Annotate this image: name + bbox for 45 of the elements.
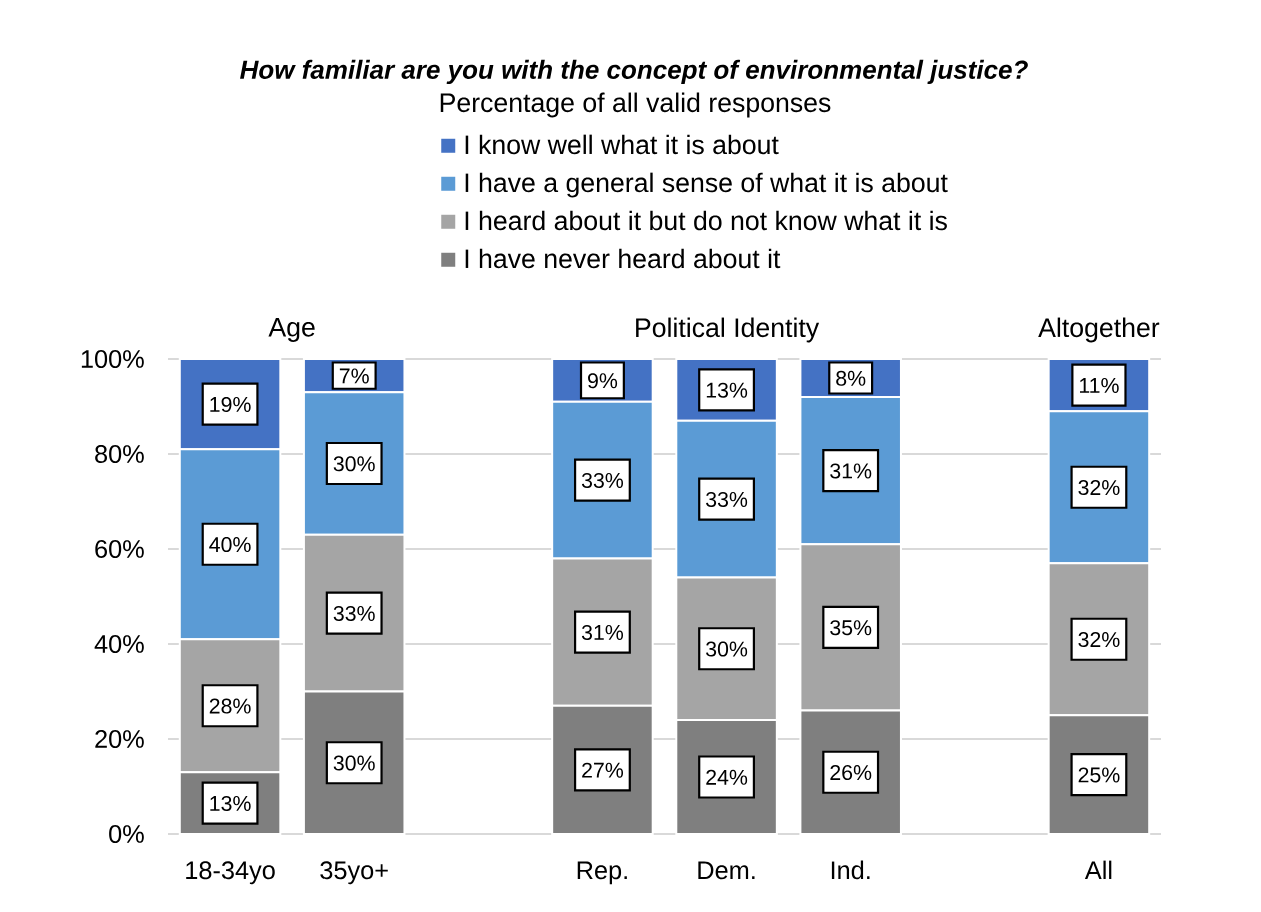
data-label: 35% — [830, 620, 872, 636]
data-label: 13% — [706, 382, 748, 398]
x-tick-label: 35yo+ — [320, 861, 388, 885]
y-tick-label: 100% — [81, 350, 144, 368]
data-label: 33% — [706, 491, 748, 507]
data-label: 40% — [209, 537, 251, 553]
x-tick-label: Rep. — [577, 861, 627, 885]
y-tick-label: 20% — [95, 730, 144, 748]
x-tick-label: All — [1084, 860, 1112, 879]
legend-label: I heard about it but do not know what it is — [465, 210, 947, 231]
data-label: 31% — [581, 624, 624, 640]
data-label: 30% — [333, 755, 375, 771]
x-tick-label: 18-34yo — [186, 861, 275, 885]
y-tick-label: 60% — [95, 540, 144, 558]
data-label: 26% — [830, 765, 872, 781]
x-tick-label: Ind. — [831, 860, 870, 880]
data-label: 7% — [339, 368, 369, 384]
data-label: 30% — [333, 456, 375, 472]
data-label: 31% — [830, 463, 872, 479]
data-label: 32% — [1078, 480, 1120, 496]
data-label: 27% — [582, 762, 624, 778]
data-label: 13% — [210, 795, 251, 811]
text: Age — [268, 318, 315, 342]
text: Altogether — [1038, 317, 1160, 343]
text: Political Identity — [636, 317, 820, 343]
legend-label: I have never heard about it — [465, 248, 781, 269]
data-label: 33% — [581, 472, 624, 488]
x-tick-label: Dem. — [698, 861, 755, 880]
y-tick-label: 80% — [95, 445, 144, 463]
data-label: 19% — [210, 396, 251, 412]
data-label: 9% — [588, 373, 618, 389]
y-tick-label: 40% — [94, 635, 144, 653]
data-label: 32% — [1078, 632, 1120, 648]
chart-title: How familiar are you with the concept of environmental justice? — [240, 59, 1028, 85]
legend-label: I know well what it is about — [465, 134, 779, 155]
y-tick-label: 0% — [109, 825, 144, 843]
data-label: 24% — [706, 769, 748, 785]
legend-label: I have a general sense of what it is about — [465, 172, 948, 198]
chart-subtitle: Percentage of all valid responses — [440, 92, 831, 118]
data-label: 25% — [1078, 767, 1120, 783]
data-label: 28% — [209, 698, 251, 714]
data-label: 30% — [706, 641, 748, 657]
data-label: 8% — [836, 370, 866, 386]
data-label: 33% — [333, 605, 375, 621]
data-label: 11% — [1080, 377, 1119, 393]
